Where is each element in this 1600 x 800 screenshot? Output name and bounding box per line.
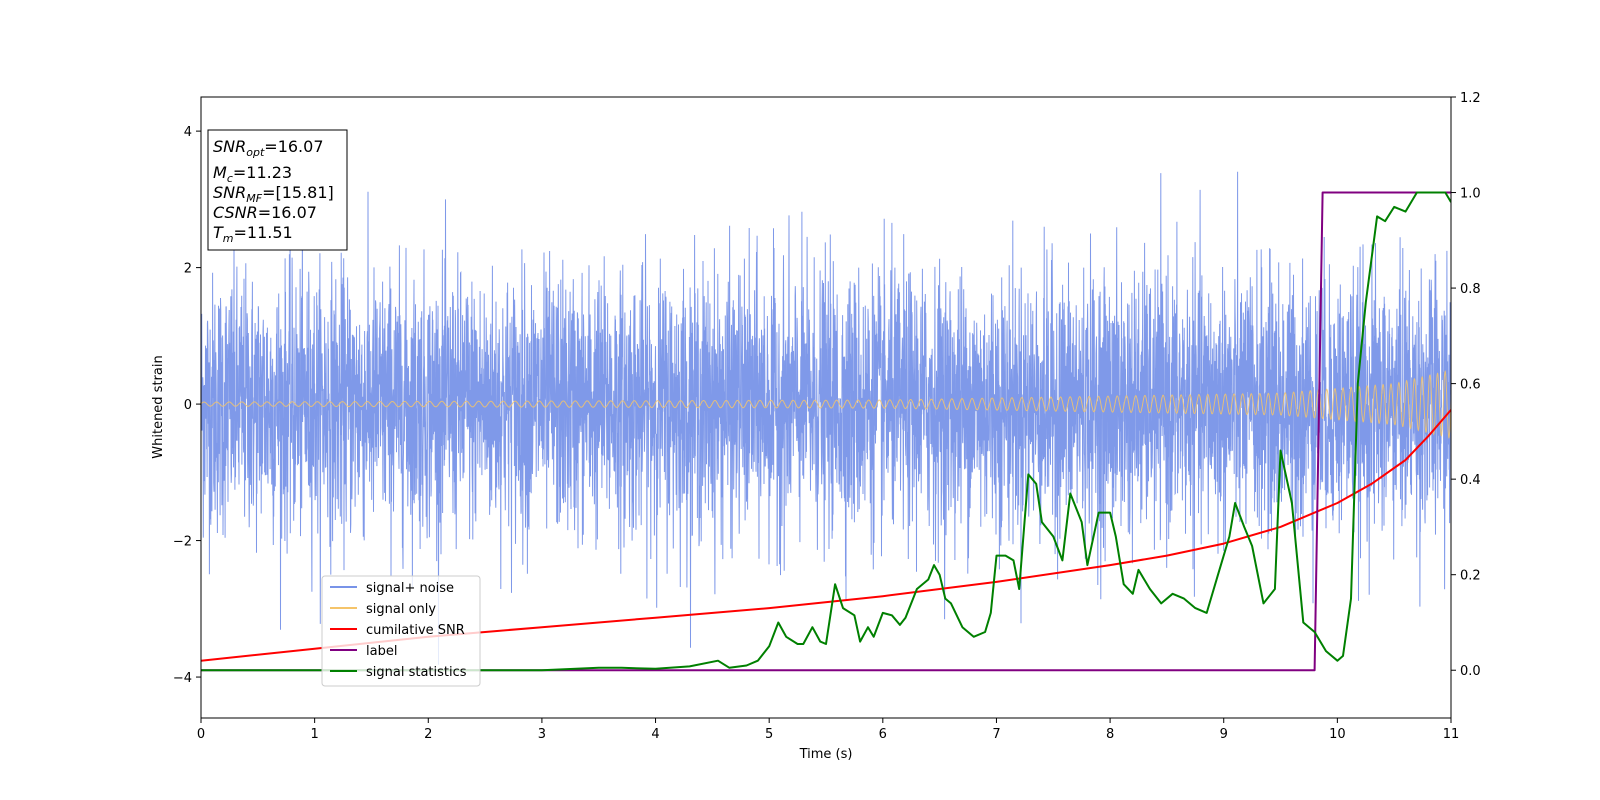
y-right-tick-label: 1.2 <box>1460 91 1481 106</box>
y-left-tick-label: 4 <box>184 125 192 140</box>
ann-0-value: =16.07 <box>264 137 323 156</box>
annotation-box: SNRopt=16.07 Mc=11.23 SNRMF=[15.81] CSNR… <box>207 129 348 251</box>
signal-noise-series <box>201 171 1451 665</box>
ann-1-sub: c <box>227 172 233 185</box>
ann-1-name: M <box>213 163 227 182</box>
ann-2-sub: MF <box>246 192 262 205</box>
legend-label-label: label <box>366 644 397 659</box>
x-tick-label: 0 <box>197 727 205 742</box>
y-right-tick-label: 0.4 <box>1460 473 1481 488</box>
svg-text:Tm=11.51: Tm=11.51 <box>213 223 293 245</box>
signal-statistics-line <box>201 191 1451 672</box>
ann-2-name: SNR <box>213 183 246 202</box>
x-tick-label: 4 <box>651 727 659 742</box>
svg-text:Mc=11.23: Mc=11.23 <box>213 163 292 185</box>
x-axis-label: Time (s) <box>799 747 853 762</box>
ann-4-value: =11.51 <box>234 223 293 242</box>
x-tick-label: 8 <box>1106 727 1114 742</box>
x-tick-label: 1 <box>310 727 318 742</box>
ann-0-sub: opt <box>246 146 265 159</box>
x-tick-label: 2 <box>424 727 432 742</box>
legend-label-signal-statistics: signal statistics <box>366 665 467 680</box>
y-left-tick-label: 2 <box>184 262 192 277</box>
y-axis-label: Whitened strain <box>151 355 166 458</box>
y-left-tick-label: 0 <box>184 398 192 413</box>
legend-label-signal-noise: signal+ noise <box>366 581 454 596</box>
svg-text:SNRopt=16.07: SNRopt=16.07 <box>213 137 324 159</box>
label-line <box>201 191 1451 672</box>
y-right-tick-label: 0.0 <box>1460 664 1481 679</box>
ann-4-name: T <box>213 223 224 242</box>
y-right-tick-label: 0.2 <box>1460 569 1481 584</box>
y-right-tick-label: 0.8 <box>1460 282 1481 297</box>
ann-0-name: SNR <box>213 137 246 156</box>
plot-frame <box>200 96 1452 719</box>
ann-1-value: =11.23 <box>233 163 292 182</box>
x-tick-label: 11 <box>1443 727 1460 742</box>
legend: signal+ noise signal only cumilative SNR… <box>321 575 481 687</box>
y-right-tick-label: 1.0 <box>1460 187 1481 202</box>
svg-text:CSNR=16.07: CSNR=16.07 <box>213 203 317 222</box>
x-tick-label: 10 <box>1329 727 1346 742</box>
y-right-tick-label: 0.6 <box>1460 378 1481 393</box>
signal-only-line <box>201 370 1451 439</box>
signal-only-series <box>201 370 1451 439</box>
ann-4-sub: m <box>223 232 234 245</box>
svg-text:SNRMF=[15.81]: SNRMF=[15.81] <box>213 183 334 205</box>
y-left-tick-label: −4 <box>173 671 192 686</box>
ann-2-value: =[15.81] <box>262 183 334 202</box>
legend-label-signal-only: signal only <box>366 602 436 617</box>
x-tick-label: 5 <box>765 727 773 742</box>
y-left-tick-label: −2 <box>173 535 192 550</box>
x-tick-label: 9 <box>1220 727 1228 742</box>
x-tick-label: 6 <box>879 727 887 742</box>
x-tick-label: 3 <box>538 727 546 742</box>
cumulative-snr-line <box>201 409 1451 662</box>
ann-3-name: CSNR <box>213 203 258 222</box>
x-tick-label: 7 <box>992 727 1000 742</box>
signal-noise-line <box>201 171 1451 665</box>
ann-3-value: =16.07 <box>258 203 317 222</box>
legend-label-cumulative-snr: cumilative SNR <box>366 623 465 638</box>
